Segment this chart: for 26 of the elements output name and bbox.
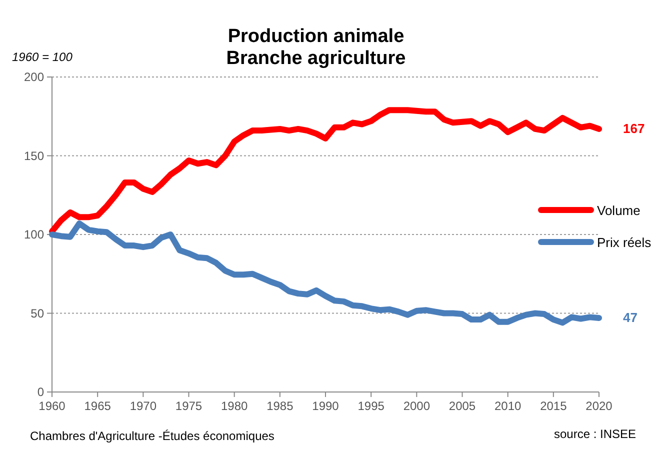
data-label: 47 [623,310,638,325]
y-tick-label: 50 [30,306,44,320]
legend-label: Prix réels [597,235,652,250]
x-tick-label: 2020 [586,399,613,413]
y-tick-label: 100 [24,228,44,242]
x-tick-label: 2010 [494,399,522,413]
x-tick-label: 2015 [540,399,568,413]
x-tick-label: 1975 [175,399,202,413]
x-tick-label: 1990 [312,399,340,413]
y-tick-label: 150 [24,148,44,163]
x-tick-label: 1995 [358,399,385,413]
x-tick-label: 1965 [84,399,112,413]
x-tick-label: 1985 [266,399,294,413]
text: 1960 = 100 [12,50,73,64]
y-tick-label: 0 [37,385,44,399]
x-tick-label: 1970 [130,399,157,413]
x-tick-label: 2005 [448,399,476,413]
text: Chambres d'Agriculture -Études économiques [30,429,274,443]
chart-title: Production animale Branche agriculture [226,26,406,69]
legend-label: Volume [597,203,640,218]
x-tick-label: 1980 [220,399,248,413]
x-tick-label: 1960 [38,399,66,413]
x-tick-label: 2000 [403,399,430,413]
data-label: 167 [623,120,645,136]
source-note: source : INSEE [554,427,636,441]
y-tick-label: 200 [24,70,44,84]
